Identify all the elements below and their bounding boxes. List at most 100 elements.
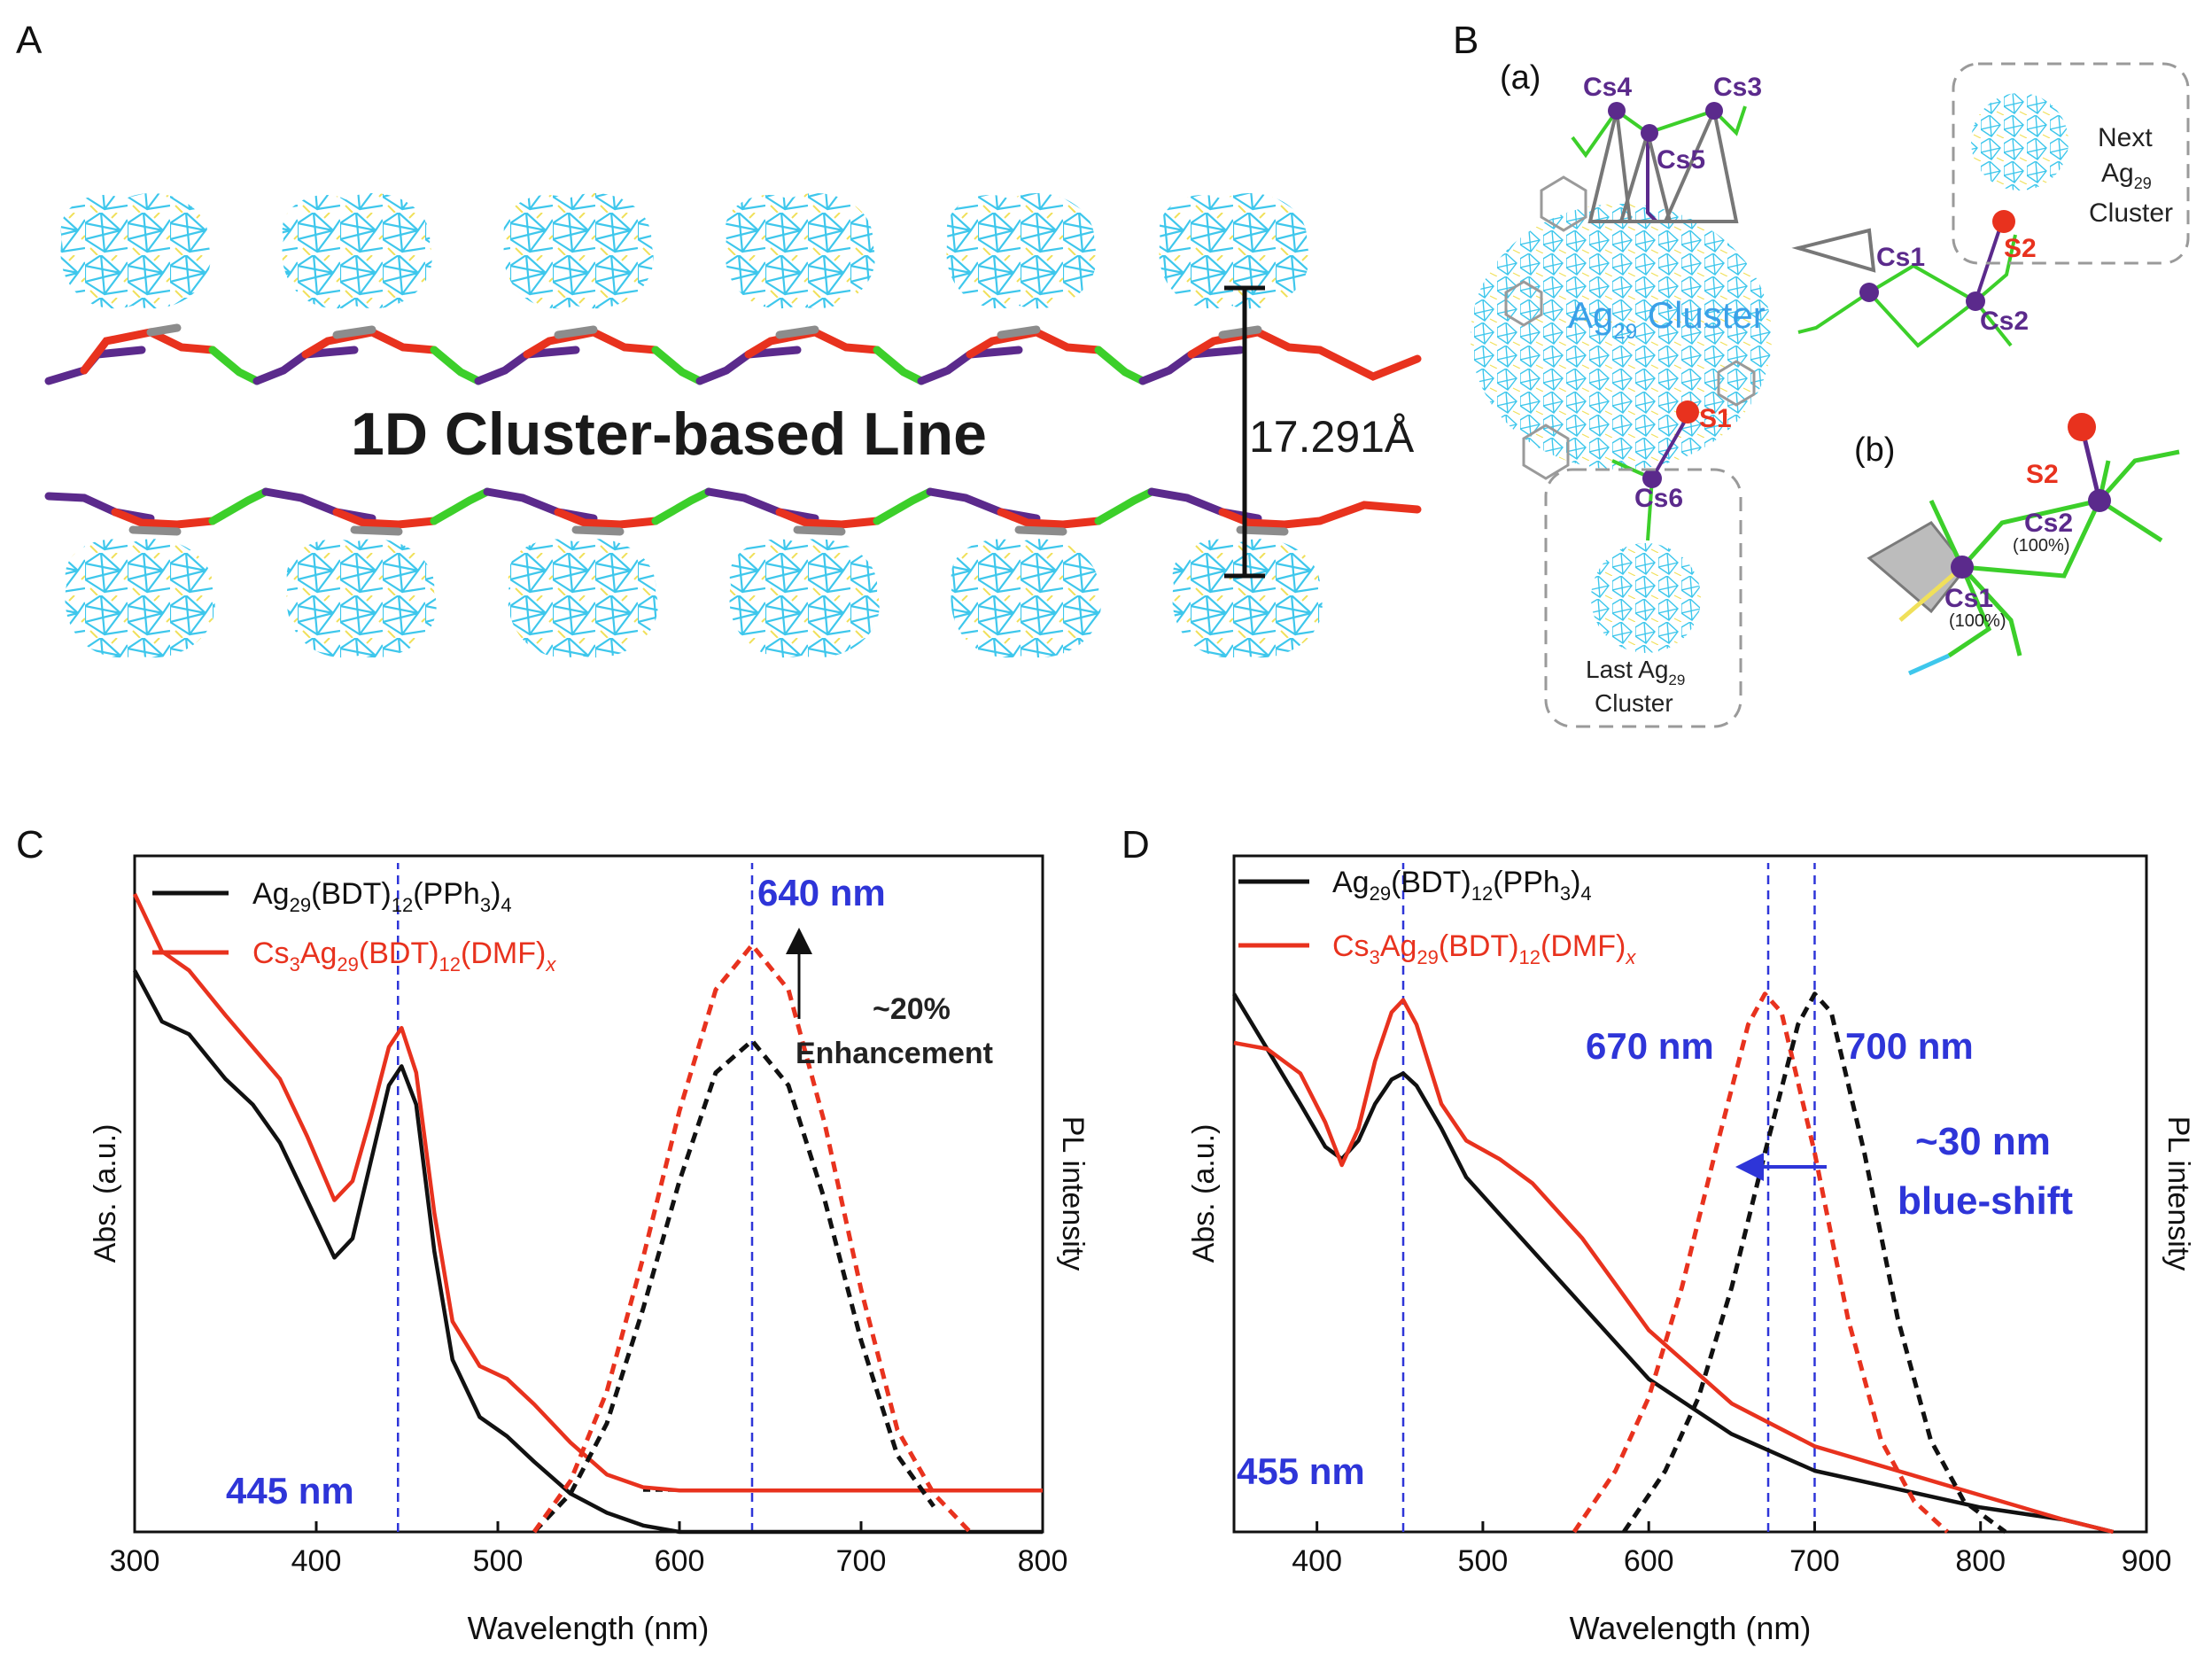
cs2-atom	[1966, 291, 1985, 311]
cluster-blob	[729, 539, 880, 658]
legend-sub: 29	[337, 953, 358, 975]
inset-cs1-atom	[1951, 556, 1974, 579]
linker-chain-top-green	[651, 346, 704, 385]
cs6-label: Cs6	[1634, 484, 1683, 513]
legend-part: )	[491, 877, 501, 911]
cluster-main-pre: Ag	[1568, 294, 1613, 336]
legend-sub: 3	[1370, 946, 1380, 968]
pl-series-black	[1622, 991, 2007, 1535]
linker-chain-top-red	[1187, 328, 1422, 381]
abs-series-red	[132, 893, 1043, 1493]
inset-cs1-occupancy: (100%)	[1949, 611, 2006, 631]
x-tick-label: 600	[1624, 1544, 1674, 1578]
cluster-blob	[725, 193, 875, 309]
cluster-blob	[508, 539, 658, 658]
pl-series-red	[1572, 991, 1949, 1534]
x-tick-label: 700	[836, 1544, 887, 1578]
panel-a-letter: A	[16, 19, 43, 62]
plot-area-d: 400 500 600 700 800 900	[1232, 863, 2171, 1578]
next-cluster-line3: Cluster	[2089, 198, 2173, 228]
panel-b-letter: B	[1453, 19, 1479, 62]
inset-bond	[1960, 498, 2100, 569]
linker-chain-top-green	[873, 346, 926, 385]
abs-series-red	[1233, 998, 2115, 1535]
legend-sub: 3	[290, 953, 300, 975]
s2-bond	[1974, 221, 2004, 302]
inset-bond	[2098, 498, 2163, 543]
x-label-d: Wavelength (nm)	[1570, 1610, 1812, 1646]
blue-shift-label-2: blue-shift	[1898, 1179, 2073, 1223]
legend-part: (PPh	[413, 877, 480, 911]
linker-chain-bottom-purple	[483, 487, 598, 523]
next-cluster-line2: Ag29	[2101, 159, 2152, 192]
cs-top-bonds	[1571, 105, 1747, 223]
enhancement-label-1: ~20%	[873, 992, 951, 1026]
legend-part: (PPh	[1493, 866, 1560, 899]
y-label-right-c: PL intensity	[1056, 1116, 1090, 1271]
pl-series-red	[532, 943, 972, 1534]
linker-chain-top-grey	[332, 325, 376, 339]
linker-chain-top-green	[430, 346, 483, 385]
linker-chain-bottom	[44, 487, 1422, 536]
legend-sub: 4	[501, 894, 511, 916]
linker-chain-bottom-green	[208, 487, 270, 525]
plot-area-c: 300 400 500 600 700 800	[110, 863, 1067, 1578]
cluster-blob	[282, 193, 432, 309]
s1-bond	[1650, 416, 1689, 479]
linker-chain-bottom-green	[873, 487, 935, 525]
y-label-d: Abs. (a.u.)	[1187, 1124, 1221, 1263]
legend-sub: x	[1625, 946, 1636, 968]
cluster-blob	[946, 193, 1097, 309]
linker-chain-top-grey	[997, 325, 1041, 339]
cs-bond	[1867, 263, 1976, 303]
inset-s-bond	[1898, 565, 1964, 622]
cs-bond	[1712, 105, 1747, 136]
x-tick-label: 600	[655, 1544, 705, 1578]
y-label-c: Abs. (a.u.)	[89, 1124, 122, 1263]
enhancement-label-2: Enhancement	[796, 1037, 993, 1070]
cs6-atom	[1642, 469, 1662, 488]
cs4-atom	[1608, 102, 1626, 120]
inset-bond	[1960, 565, 2022, 657]
cluster-blob	[65, 539, 215, 658]
linker-chain-bottom-red	[997, 508, 1103, 529]
plot-frame-d	[1232, 854, 2148, 1534]
phenyl-ring	[1522, 424, 1570, 480]
legend-sub: 29	[1416, 946, 1438, 968]
cs-cone	[1618, 126, 1673, 223]
last-cluster-line1: Last Ag29	[1586, 656, 1685, 688]
x-tick-label: 400	[1292, 1544, 1342, 1578]
inset-cs2-atom	[2088, 489, 2111, 512]
s2-label: S2	[2004, 234, 2037, 263]
distance-bar	[1224, 285, 1265, 579]
linker-chain-top-grey	[554, 325, 598, 339]
linker-chain-bottom-grey	[1014, 525, 1067, 536]
last-cluster-line2: Cluster	[1595, 689, 1673, 717]
phenyl-ring	[1717, 360, 1756, 407]
cs1-atom	[1859, 283, 1879, 302]
cs3-label: Cs3	[1713, 73, 1762, 102]
cluster-blob	[1172, 539, 1323, 658]
linker-chain-top-grey	[146, 323, 182, 337]
s1-label: S1	[1699, 404, 1732, 433]
last-cluster-line1-pre: Last Ag	[1586, 656, 1668, 683]
legend-sub: 12	[1471, 882, 1493, 905]
legend-text-black-d: Ag29(BDT)12(PPh3)4	[1332, 866, 1592, 905]
inset-bond	[1947, 566, 1992, 658]
legend-part: Cs	[1332, 929, 1370, 963]
panel-b-sub-a: (a)	[1500, 59, 1541, 97]
legend-text-red-d: Cs3Ag29(BDT)12(DMF)x	[1332, 929, 1636, 968]
cs-bond	[1615, 109, 1715, 136]
x-tick-label: 500	[473, 1544, 524, 1578]
last-cluster-sphere	[1591, 543, 1701, 653]
last-cluster-line1-sub: 29	[1668, 672, 1685, 688]
cs-bond	[1974, 234, 2017, 303]
cluster-blob	[503, 193, 654, 309]
cs-bond	[1571, 109, 1618, 159]
cluster-row-top	[60, 193, 1309, 309]
linker-chain-top-purple	[1138, 346, 1245, 385]
cluster-blob	[1159, 193, 1309, 309]
next-cluster-line1: Next	[2098, 123, 2153, 152]
abs-series-black	[1232, 992, 2115, 1535]
